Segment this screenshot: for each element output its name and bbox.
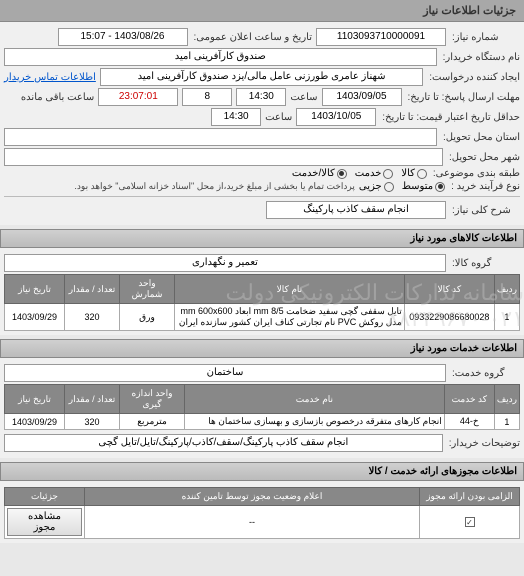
perm-cell-details: مشاهده مجوز <box>5 506 85 539</box>
svc-th-date: تاریخ نیاز <box>5 385 65 414</box>
perm-cell-status: -- <box>85 506 420 539</box>
need-title-label: شرح کلی نیاز: <box>450 205 520 216</box>
goods-cell-qty: 320 <box>65 304 120 331</box>
svc-th-unit: واحد اندازه گیری <box>120 385 185 414</box>
perm-th-status: اعلام وضعیت مجوز توسط تامین کننده <box>85 488 420 506</box>
goods-table: ردیف کد کالا نام کالا واحد شمارش تعداد /… <box>4 274 520 331</box>
radio-both[interactable]: کالا/خدمت <box>292 168 347 179</box>
top-form: شماره نیاز: 1103093710000091 تاریخ و ساع… <box>0 22 524 225</box>
buyer-desc-field: انجام سقف کاذب پارکینگ/سقف/کاذب/پارکینگ/… <box>4 434 443 452</box>
province-label: استان محل تحویل: <box>441 132 520 143</box>
announce-field: 1403/08/26 - 15:07 <box>58 28 188 46</box>
svc-cell-n: 1 <box>494 414 519 430</box>
services-row: 1 خ-44 انجام کارهای متفرقه درخصوص بازساز… <box>5 414 520 430</box>
permit-required-checkbox[interactable] <box>465 517 475 527</box>
buytype-radios: متوسط جزیی <box>359 181 445 192</box>
svc-th-qty: تعداد / مقدار <box>65 385 120 414</box>
city-field <box>4 148 443 166</box>
goods-row: 1 0933229086680028 تایل سقفی گچی سفید ضخ… <box>5 304 520 331</box>
province-field <box>4 128 437 146</box>
svc-th-name: نام خدمت <box>185 385 445 414</box>
goods-th-name: نام کالا <box>175 275 405 304</box>
buytype-label: نوع فرآیند خرید : <box>449 181 520 192</box>
number-field: 1103093710000091 <box>316 28 446 46</box>
page-header: جزئیات اطلاعات نیاز <box>0 0 524 22</box>
buyer-field: صندوق کارآفرینی امید <box>4 48 437 66</box>
min-time-field: 14:30 <box>211 108 261 126</box>
classify-label: طبقه بندی موضوعی: <box>431 168 520 179</box>
requester-field: شهناز عامری طورزنی عامل مالی/یزد صندوق ک… <box>100 68 423 86</box>
remain-time-field: 23:07:01 <box>98 88 178 106</box>
goods-cell-code: 0933229086680028 <box>404 304 494 331</box>
radio-khedmat-label: خدمت <box>355 168 382 179</box>
goods-cell-name: تایل سقفی گچی سفید ضخامت mm 8/5 ابعاد mm… <box>175 304 405 331</box>
goods-cell-date: 1403/09/29 <box>5 304 65 331</box>
buyer-label: نام دستگاه خریدار: <box>441 52 520 63</box>
buyer-desc-label: توضیحات خریدار: <box>447 438 520 449</box>
svc-th-code: کد خدمت <box>444 385 494 414</box>
services-group-label: گروه خدمت: <box>450 368 520 379</box>
number-label: شماره نیاز: <box>450 32 520 43</box>
permits-section-header: اطلاعات مجوزهای ارائه خدمت / کالا <box>0 462 524 481</box>
goods-cell-n: 1 <box>494 304 519 331</box>
permits-table: الزامی بودن ارائه مجوز اعلام وضعیت مجوز … <box>4 487 520 539</box>
contact-link[interactable]: اطلاعات تماس خریدار <box>4 72 96 83</box>
svc-th-row: ردیف <box>494 385 519 414</box>
goods-th-date: تاریخ نیاز <box>5 275 65 304</box>
min-date-label: حداقل تاریخ اعتبار قیمت: تا تاریخ: <box>380 112 520 123</box>
time-label-1: ساعت <box>290 92 317 103</box>
radio-kala[interactable]: کالا <box>401 168 427 179</box>
city-label: شهر محل تحویل: <box>447 152 520 163</box>
radio-partial[interactable]: جزیی <box>359 181 394 192</box>
services-table: ردیف کد خدمت نام خدمت واحد اندازه گیری ت… <box>4 384 520 430</box>
view-permit-button[interactable]: مشاهده مجوز <box>7 508 82 536</box>
goods-group-field: تعمیر و نگهداری <box>4 254 446 272</box>
min-date-field: 1403/10/05 <box>296 108 376 126</box>
perm-th-details: جزئیات <box>5 488 85 506</box>
svc-cell-name: انجام کارهای متفرقه درخصوص بازسازی و بهس… <box>185 414 445 430</box>
send-time-field: 14:30 <box>236 88 286 106</box>
services-section-header: اطلاعات خدمات مورد نیاز <box>0 339 524 358</box>
announce-label: تاریخ و ساعت اعلان عمومی: <box>192 32 313 43</box>
svc-cell-qty: 320 <box>65 414 120 430</box>
send-date-field: 1403/09/05 <box>322 88 402 106</box>
buy-note: پرداخت تمام یا بخشی از مبلغ خرید،از محل … <box>74 181 354 192</box>
requester-label: ایجاد کننده درخواست: <box>427 72 520 83</box>
radio-both-label: کالا/خدمت <box>292 168 335 179</box>
radio-khedmat[interactable]: خدمت <box>355 168 394 179</box>
goods-th-qty: تعداد / مقدار <box>65 275 120 304</box>
remain-label: ساعت باقی مانده <box>21 92 94 103</box>
classify-radios: کالا خدمت کالا/خدمت <box>292 168 427 179</box>
goods-section-header: اطلاعات کالاهای مورد نیاز <box>0 229 524 248</box>
radio-partial-label: جزیی <box>359 181 382 192</box>
svc-cell-date: 1403/09/29 <box>5 414 65 430</box>
send-deadline-label: مهلت ارسال پاسخ: تا تاریخ: <box>406 92 520 103</box>
radio-medium[interactable]: متوسط <box>402 181 445 192</box>
days-remain-field: 8 <box>182 88 232 106</box>
perm-cell-req <box>420 506 520 539</box>
radio-kala-label: کالا <box>401 168 415 179</box>
radio-medium-label: متوسط <box>402 181 433 192</box>
goods-th-unit: واحد شمارش <box>120 275 175 304</box>
goods-th-row: ردیف <box>494 275 519 304</box>
need-title-field: انجام سقف کاذب پارکینگ <box>266 201 446 219</box>
svc-cell-unit: مترمربع <box>120 414 185 430</box>
permits-row: -- مشاهده مجوز <box>5 506 520 539</box>
perm-th-req: الزامی بودن ارائه مجوز <box>420 488 520 506</box>
goods-cell-unit: ورق <box>120 304 175 331</box>
time-label-2: ساعت <box>265 112 292 123</box>
goods-group-label: گروه کالا: <box>450 258 520 269</box>
goods-th-code: کد کالا <box>404 275 494 304</box>
services-group-field: ساختمان <box>4 364 446 382</box>
svc-cell-code: خ-44 <box>444 414 494 430</box>
